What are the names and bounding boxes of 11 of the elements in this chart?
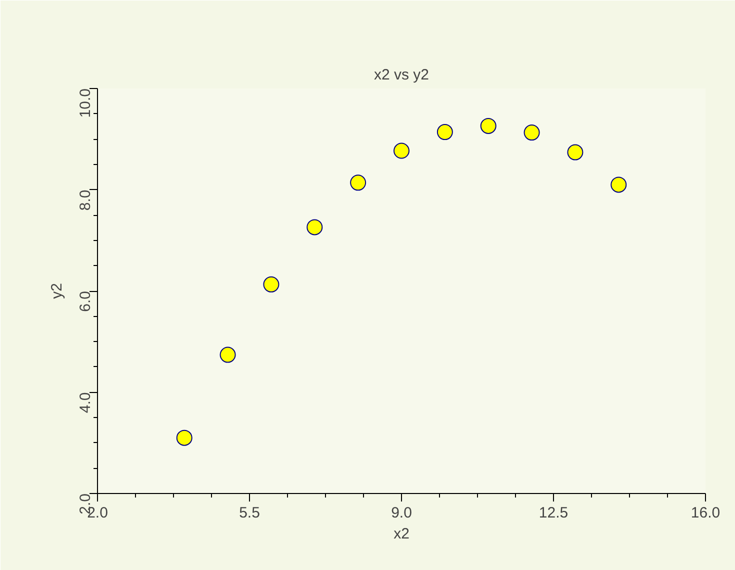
y-tick-label: 4.0 <box>77 392 94 414</box>
x-axis-title: x2 <box>394 526 410 542</box>
y-tick-label: 6.0 <box>77 290 94 312</box>
x-tick-label: 16.0 <box>690 504 720 522</box>
y-tick-label: 8.0 <box>77 190 94 211</box>
x-tick-label: 9.0 <box>391 504 412 522</box>
y-tick-label: 10.0 <box>77 88 94 118</box>
x-tick-label: 5.5 <box>239 504 260 522</box>
chart-title: x2 vs y2 <box>374 66 430 84</box>
x-tick-label: 12.5 <box>538 504 568 522</box>
y-axis-title: y2 <box>48 283 66 299</box>
